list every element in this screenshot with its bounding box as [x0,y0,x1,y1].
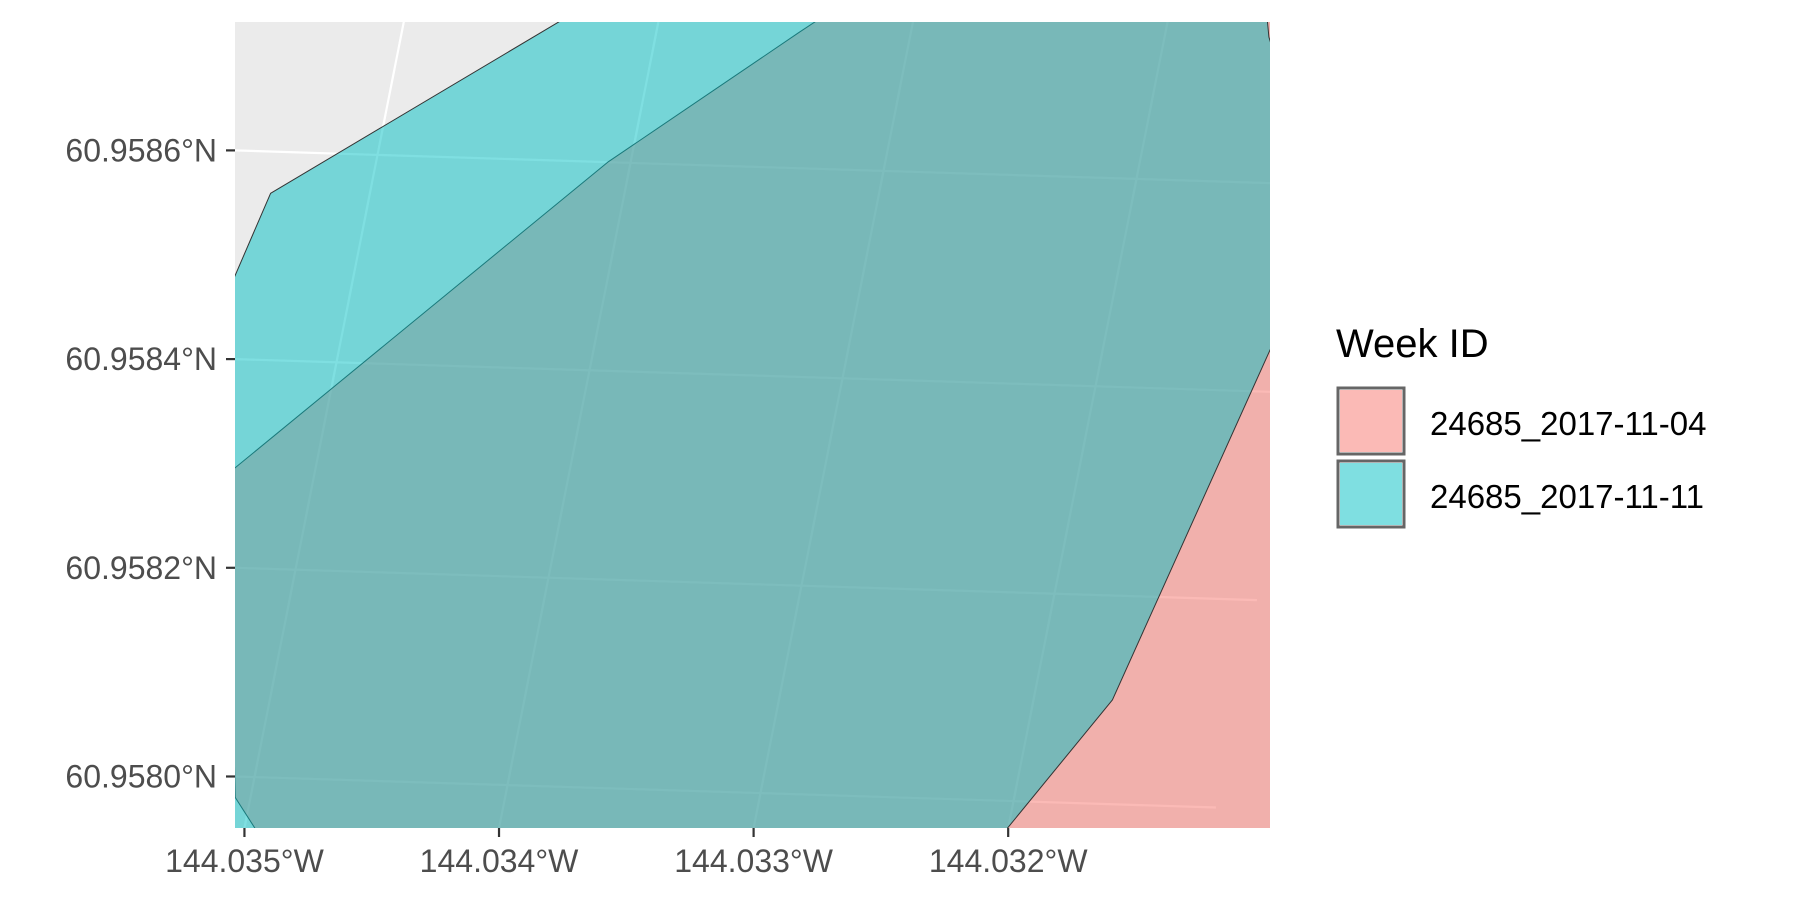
range-polygon-2 [235,22,1270,828]
legend-title: Week ID [1336,322,1489,366]
legend-swatch-2 [1340,463,1402,525]
x-tick-label-3: 144.033°W [674,843,833,879]
legend: Week ID 24685_2017-11-04 24685_2017-11-1… [1336,322,1706,529]
y-tick-label-3: 60.9586°N [65,132,217,168]
legend-label-2: 24685_2017-11-11 [1430,478,1704,515]
y-tick-label-6: 60.9580°N [65,758,217,794]
polygon-layer [235,22,1270,828]
x-tick-label-2: 144.034°W [420,843,579,879]
legend-label-1: 24685_2017-11-04 [1430,405,1706,442]
y-tick-label-5: 60.9582°N [65,550,217,586]
axes: 60.9590°N60.9588°N60.9586°N60.9584°N60.9… [65,132,1088,879]
x-tick-label-1: 144.035°W [165,843,324,879]
y-tick-label-4: 60.9584°N [65,341,217,377]
legend-swatch-1 [1340,390,1402,452]
x-tick-label-4: 144.032°W [929,843,1088,879]
